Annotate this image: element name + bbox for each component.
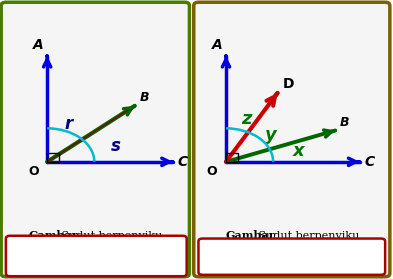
Text: +: + — [257, 250, 268, 263]
Text: A: A — [212, 39, 223, 52]
Text: Sudut berpenyiku: Sudut berpenyiku — [255, 231, 360, 241]
Text: = 90°: = 90° — [283, 250, 320, 263]
Text: O: O — [207, 165, 217, 178]
Text: Gambar: Gambar — [28, 230, 78, 241]
Text: x: x — [218, 250, 227, 264]
Text: x: x — [293, 142, 305, 160]
Text: y: y — [265, 126, 277, 144]
Text: r: r — [65, 115, 73, 133]
Text: z: z — [241, 110, 252, 128]
Text: s: s — [111, 138, 121, 155]
Text: $r\ +\ s\ \ = 90°$: $r\ +\ s\ \ = 90°$ — [60, 255, 133, 268]
Text: $\angle AOB + \angle BOC = 90°$: $\angle AOB + \angle BOC = 90°$ — [38, 241, 154, 254]
Text: z: z — [271, 250, 279, 264]
Text: B: B — [140, 92, 149, 104]
Text: +: + — [233, 250, 244, 263]
Text: A: A — [33, 39, 44, 52]
Text: C: C — [178, 155, 188, 169]
FancyBboxPatch shape — [6, 236, 187, 276]
Text: Sudut berpenyiku: Sudut berpenyiku — [58, 231, 162, 241]
Text: D: D — [282, 78, 294, 92]
FancyBboxPatch shape — [194, 2, 390, 277]
Text: B: B — [340, 116, 349, 129]
Text: y: y — [244, 250, 253, 264]
FancyBboxPatch shape — [1, 2, 189, 277]
Text: C: C — [364, 155, 375, 169]
Text: Gambar: Gambar — [226, 230, 275, 241]
FancyBboxPatch shape — [198, 239, 385, 275]
Text: O: O — [28, 165, 39, 178]
